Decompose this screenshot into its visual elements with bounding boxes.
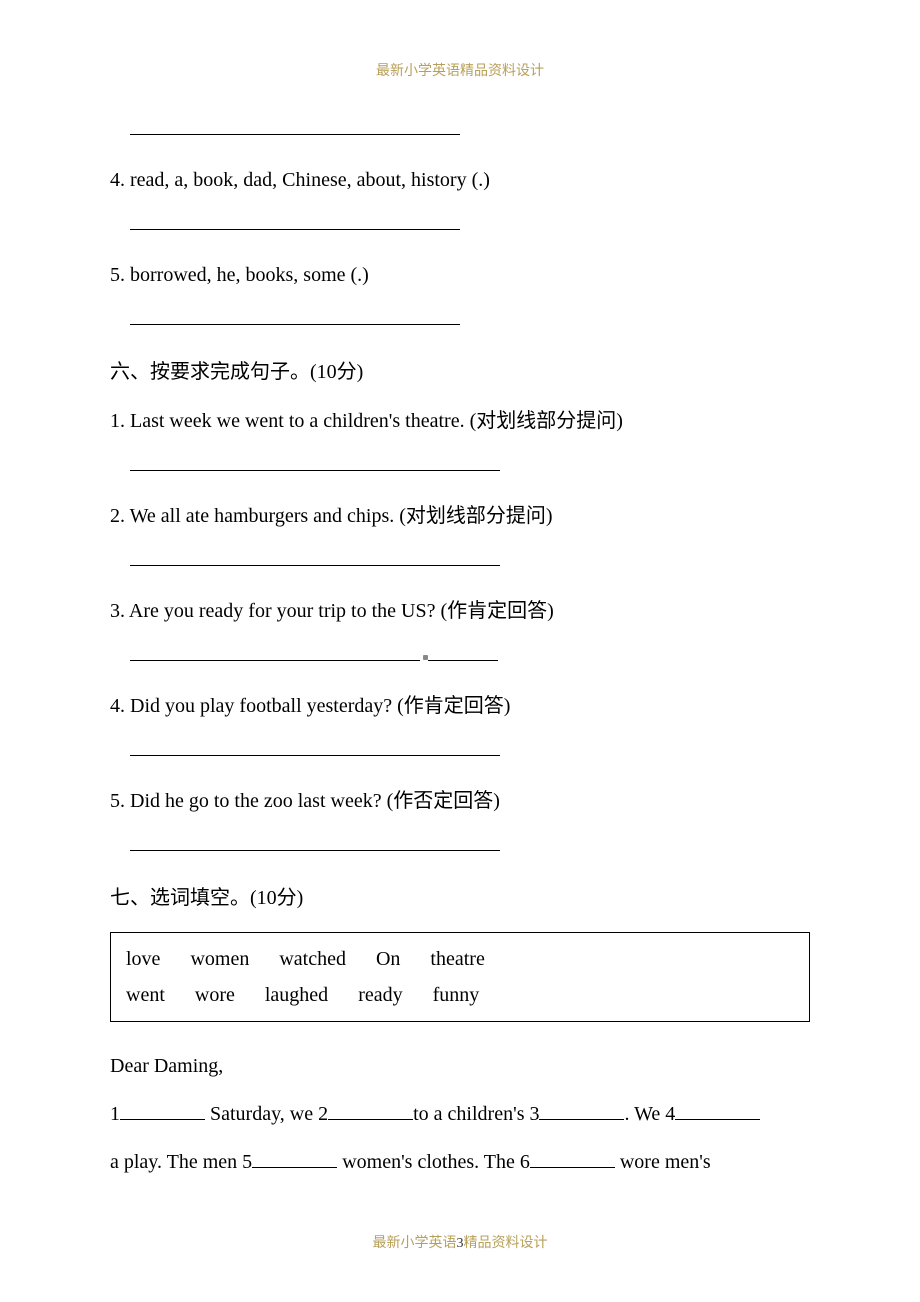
section5-q3-blank	[110, 115, 810, 140]
section6-title: 六、按要求完成句子。(10分)	[110, 355, 810, 384]
word-item: love	[126, 941, 160, 977]
section6-q5-blank	[110, 831, 810, 856]
fill-text: to a children's 3	[413, 1103, 539, 1125]
fill-blank-4	[675, 1102, 760, 1120]
fill-paragraph-1: 1 Saturday, we 2 to a children's 3 . We 4	[110, 1090, 810, 1138]
word-item: theatre	[430, 941, 484, 977]
fill-text: women's clothes. The 6	[337, 1151, 530, 1173]
fill-text: Saturday, we 2	[205, 1103, 328, 1125]
word-item: women	[190, 941, 249, 977]
fill-blank-1	[120, 1102, 205, 1120]
section6-q4: 4. Did you play football yesterday? (作肯定…	[110, 691, 810, 721]
section6-q1: 1. Last week we went to a children's the…	[110, 406, 810, 436]
section6-q2: 2. We all ate hamburgers and chips. (对划线…	[110, 501, 810, 531]
section5-q4-blank	[110, 210, 810, 235]
fill-blank-6	[530, 1150, 615, 1168]
word-item: funny	[433, 977, 480, 1013]
section7-title: 七、选词填空。(10分)	[110, 881, 810, 910]
section5-q5-blank	[110, 305, 810, 330]
section6-q3-blank	[110, 641, 810, 666]
word-item: watched	[279, 941, 346, 977]
section6-q5: 5. Did he go to the zoo last week? (作否定回…	[110, 786, 810, 816]
section5-q4: 4. read, a, book, dad, Chinese, about, h…	[110, 165, 810, 195]
fill-text: a play. The men 5	[110, 1151, 252, 1173]
word-item: On	[376, 941, 400, 977]
word-item: went	[126, 977, 165, 1013]
page-footer: 最新小学英语3精品资料设计	[0, 1232, 920, 1252]
fill-text: wore men's	[615, 1151, 711, 1173]
fill-blank-3	[539, 1102, 624, 1120]
section6-q1-blank	[110, 451, 810, 476]
word-item: wore	[195, 977, 235, 1013]
fill-paragraph-2: a play. The men 5 women's clothes. The 6…	[110, 1138, 810, 1186]
page-header: 最新小学英语精品资料设计	[110, 60, 810, 80]
greeting-text: Dear Daming,	[110, 1042, 810, 1090]
footer-page-number: 3	[457, 1236, 464, 1251]
word-item: ready	[358, 977, 402, 1013]
footer-prefix: 最新小学英语	[373, 1236, 457, 1251]
word-item: laughed	[265, 977, 328, 1013]
fill-text: . We 4	[624, 1103, 675, 1125]
footer-suffix: 精品资料设计	[464, 1236, 548, 1251]
fill-blank-2	[328, 1102, 413, 1120]
section6-q3: 3. Are you ready for your trip to the US…	[110, 596, 810, 626]
section5-q5: 5. borrowed, he, books, some (.)	[110, 260, 810, 290]
fill-text: 1	[110, 1103, 120, 1125]
word-row-1: love women watched On theatre	[126, 941, 794, 977]
section6-q4-blank	[110, 736, 810, 761]
word-row-2: went wore laughed ready funny	[126, 977, 794, 1013]
section6-q2-blank	[110, 546, 810, 571]
fill-blank-5	[252, 1150, 337, 1168]
word-box: love women watched On theatre went wore …	[110, 932, 810, 1022]
